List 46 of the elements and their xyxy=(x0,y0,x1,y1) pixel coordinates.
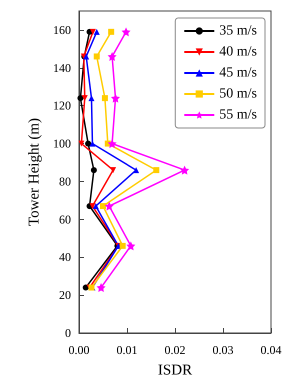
y-tick-label: 160 xyxy=(53,22,71,37)
y-tick-label: 120 xyxy=(53,98,71,113)
point xyxy=(94,53,100,60)
point xyxy=(110,167,116,174)
x-axis-title: ISDR xyxy=(158,362,192,378)
point xyxy=(88,95,94,102)
x-tick-label: 0.01 xyxy=(116,343,138,357)
y-tick-label: 80 xyxy=(59,174,71,188)
point xyxy=(89,203,96,210)
x-tick-label: 0.00 xyxy=(68,343,90,357)
x-tick-label: 0.03 xyxy=(212,343,234,357)
legend-label: 35 m/s xyxy=(219,24,258,38)
point xyxy=(110,94,120,103)
point xyxy=(100,203,106,210)
x-tick-label: 0.04 xyxy=(260,343,282,357)
legend-label: 55 m/s xyxy=(219,108,258,122)
point xyxy=(126,241,136,250)
point xyxy=(108,139,117,148)
y-tick-label: 60 xyxy=(59,212,71,226)
y-tick-label: 20 xyxy=(59,288,71,302)
y-tick-label: 40 xyxy=(59,250,71,264)
y-tick-label: 140 xyxy=(53,60,71,75)
legend-label: 50 m/s xyxy=(219,86,258,102)
point xyxy=(77,95,84,102)
legend-label: 45 m/s xyxy=(219,66,258,80)
point xyxy=(180,166,190,175)
y-tick-label: 100 xyxy=(53,136,71,151)
point xyxy=(120,242,126,249)
legend-label: 40 m/s xyxy=(219,44,258,60)
point xyxy=(104,202,114,211)
point xyxy=(122,27,131,36)
point xyxy=(108,52,117,61)
y-axis-title: Tower Height (m) xyxy=(26,118,43,226)
x-tick-label: 0.02 xyxy=(164,343,186,357)
point xyxy=(108,28,114,35)
point xyxy=(90,28,96,35)
point xyxy=(92,203,99,210)
point xyxy=(90,167,97,174)
point xyxy=(94,28,100,35)
y-tick-label: 0 xyxy=(65,326,71,340)
point xyxy=(85,140,92,147)
point xyxy=(96,283,106,292)
point xyxy=(102,95,108,102)
point xyxy=(153,167,160,174)
point xyxy=(78,140,84,147)
point xyxy=(133,167,140,174)
